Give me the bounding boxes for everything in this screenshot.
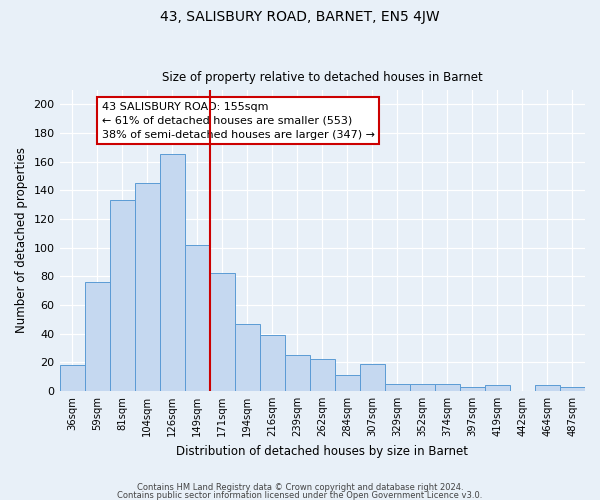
Bar bbox=[59, 365, 85, 391]
Bar bbox=[160, 154, 185, 391]
Bar bbox=[285, 355, 310, 391]
Text: Contains public sector information licensed under the Open Government Licence v3: Contains public sector information licen… bbox=[118, 490, 482, 500]
Bar bbox=[385, 384, 410, 391]
Bar bbox=[485, 385, 510, 391]
Bar bbox=[134, 183, 160, 391]
Title: Size of property relative to detached houses in Barnet: Size of property relative to detached ho… bbox=[162, 72, 482, 85]
Bar bbox=[335, 375, 360, 391]
Text: 43 SALISBURY ROAD: 155sqm
← 61% of detached houses are smaller (553)
38% of semi: 43 SALISBURY ROAD: 155sqm ← 61% of detac… bbox=[101, 102, 374, 140]
Bar bbox=[560, 386, 585, 391]
Bar bbox=[110, 200, 134, 391]
Y-axis label: Number of detached properties: Number of detached properties bbox=[15, 148, 28, 334]
Text: Contains HM Land Registry data © Crown copyright and database right 2024.: Contains HM Land Registry data © Crown c… bbox=[137, 484, 463, 492]
Bar bbox=[435, 384, 460, 391]
Bar bbox=[310, 360, 335, 391]
Bar bbox=[209, 274, 235, 391]
X-axis label: Distribution of detached houses by size in Barnet: Distribution of detached houses by size … bbox=[176, 444, 468, 458]
Bar bbox=[260, 335, 285, 391]
Bar bbox=[535, 385, 560, 391]
Bar bbox=[85, 282, 110, 391]
Bar bbox=[410, 384, 435, 391]
Bar bbox=[360, 364, 385, 391]
Bar bbox=[235, 324, 260, 391]
Text: 43, SALISBURY ROAD, BARNET, EN5 4JW: 43, SALISBURY ROAD, BARNET, EN5 4JW bbox=[160, 10, 440, 24]
Bar bbox=[185, 244, 209, 391]
Bar bbox=[460, 386, 485, 391]
